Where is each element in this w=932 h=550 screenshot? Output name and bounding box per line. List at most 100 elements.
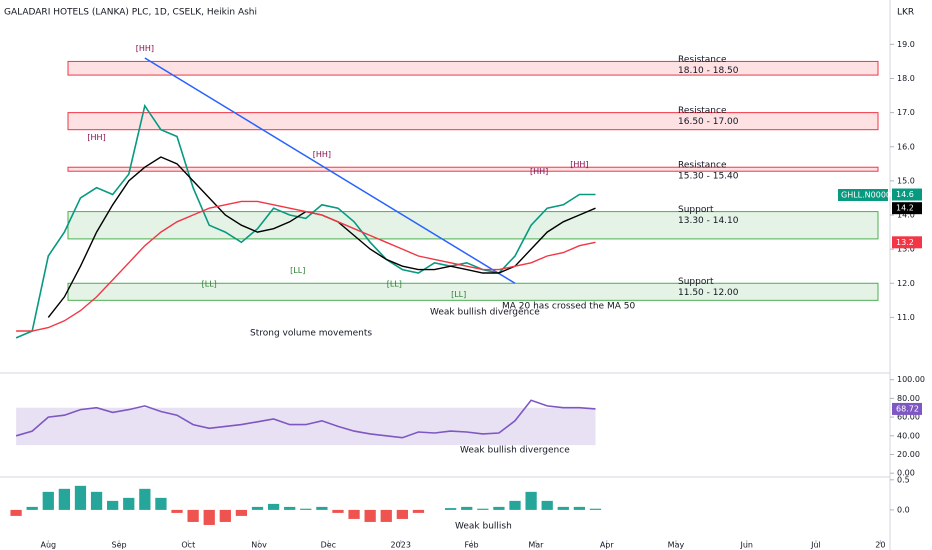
- bar: [541, 500, 553, 510]
- last-value-bg: [892, 236, 922, 249]
- x-tick-label: Nov: [251, 541, 267, 550]
- bar: [203, 509, 215, 525]
- bar: [107, 500, 119, 510]
- bar: [155, 497, 167, 510]
- y-tick-label: 20.00: [897, 450, 920, 459]
- bar: [493, 506, 505, 510]
- last-value-bg: [892, 188, 922, 201]
- title: GALADARI HOTELS (LANKA) PLC, 1D, CSELK, …: [4, 8, 257, 18]
- zone-range: 11.50 - 12.00: [678, 288, 739, 298]
- ticker-bg: [838, 189, 888, 201]
- pivot-label: [HH]: [136, 44, 154, 53]
- last-value: 68.72: [896, 404, 919, 413]
- x-tick-label: May: [668, 541, 685, 550]
- x-tick-label: Dec: [321, 541, 336, 550]
- bar: [26, 506, 38, 510]
- pivot-label: [HH]: [530, 167, 548, 176]
- zone: [67, 211, 879, 240]
- y-tick-label: 16.0: [897, 142, 915, 151]
- bar: [573, 506, 586, 510]
- pivot-label: [LL]: [451, 290, 466, 299]
- x-tick-label: Oct: [181, 541, 195, 550]
- bar: [139, 488, 151, 510]
- x-tick-label: Feb: [464, 541, 478, 550]
- zone-name: Support: [678, 277, 714, 287]
- last-value: 14.2: [896, 204, 914, 213]
- zone: [67, 282, 879, 301]
- annotation: Weak bullish divergence: [460, 446, 570, 456]
- trendline: [144, 57, 516, 284]
- last-value: 14.6: [896, 190, 914, 199]
- last-value-bg: [892, 202, 922, 215]
- bar: [461, 506, 473, 510]
- x-tick-label: Jul: [810, 541, 821, 550]
- zone: [67, 60, 879, 76]
- bar: [525, 491, 537, 510]
- annotation: MA 20 has crossed the MA 50: [502, 302, 635, 312]
- bar: [332, 509, 344, 513]
- currency: LKR: [897, 8, 914, 18]
- zone-range: 18.10 - 18.50: [678, 66, 739, 76]
- pivot-label: [LL]: [202, 280, 217, 289]
- y-tick-label: 14.0: [897, 211, 915, 220]
- y-tick-label: 80.00: [897, 394, 920, 403]
- bar: [90, 491, 103, 510]
- bar: [267, 503, 280, 510]
- x-tick-label: Apr: [600, 541, 615, 550]
- zone-range: 15.30 - 15.40: [678, 172, 739, 182]
- last-value: 13.2: [896, 238, 914, 247]
- zone-range: 16.50 - 17.00: [678, 117, 739, 127]
- pivot-label: [HH]: [570, 160, 588, 169]
- y-tick-label: 19.0: [897, 40, 915, 49]
- y-tick-label: 18.0: [897, 74, 915, 83]
- x-tick-label: Aug: [40, 541, 56, 550]
- x-tick-label: Sep: [112, 541, 127, 550]
- bar: [348, 509, 360, 519]
- bar: [412, 509, 425, 513]
- y-tick-label: 0.0: [897, 505, 910, 514]
- x-tick-label: Mar: [528, 541, 544, 550]
- annotation: Weak bullish: [455, 522, 512, 532]
- y-tick-label: 11.0: [897, 313, 915, 322]
- bar: [251, 506, 264, 510]
- bar: [171, 509, 183, 513]
- rsi-band: [16, 407, 596, 446]
- y-tick-label: 60.00: [897, 413, 920, 422]
- series-line: [15, 399, 596, 439]
- bar: [235, 509, 248, 516]
- bar: [42, 491, 54, 510]
- bar: [396, 509, 408, 519]
- y-tick-label: 40.00: [897, 431, 920, 440]
- bar: [557, 506, 569, 510]
- zone-name: Support: [678, 205, 714, 215]
- bar: [589, 508, 602, 510]
- series-line: [16, 200, 596, 332]
- pivot-label: [HH]: [313, 150, 331, 159]
- zone-name: Resistance: [678, 161, 727, 171]
- bar: [123, 497, 135, 510]
- y-tick-label: 0.5: [897, 475, 910, 484]
- y-tick-label: 13.0: [897, 245, 915, 254]
- bar: [316, 506, 328, 510]
- zone-name: Resistance: [678, 106, 727, 116]
- bar: [219, 509, 231, 522]
- y-tick-label: 100.00: [897, 375, 925, 384]
- bar: [187, 509, 199, 522]
- y-tick-label: 12.0: [897, 279, 915, 288]
- bar: [509, 500, 521, 510]
- pivot-label: [LL]: [290, 266, 305, 275]
- zone-name: Resistance: [678, 55, 727, 65]
- x-tick-label: Jun: [740, 541, 754, 550]
- pivot-label: [LL]: [387, 280, 402, 289]
- bar: [300, 508, 312, 510]
- bar: [284, 506, 296, 510]
- bar: [477, 508, 489, 510]
- zone: [67, 112, 879, 131]
- bar: [380, 509, 392, 522]
- ticker: GHLL.N0000: [841, 191, 891, 200]
- zone-range: 13.30 - 14.10: [678, 216, 739, 226]
- bar: [74, 485, 87, 510]
- annotation: Strong volume movements: [250, 329, 372, 339]
